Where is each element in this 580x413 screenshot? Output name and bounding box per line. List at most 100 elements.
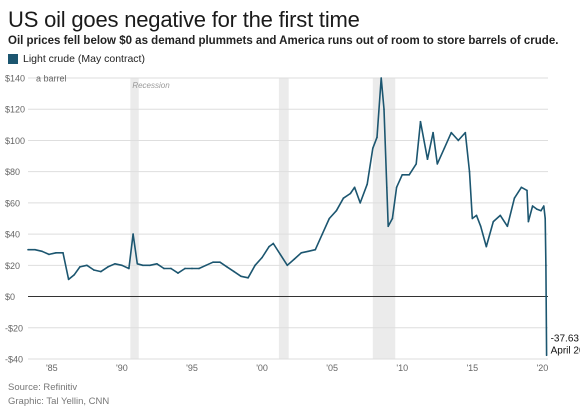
- data-point: [34, 248, 36, 251]
- data-point: [170, 267, 172, 270]
- data-point: [450, 131, 453, 134]
- data-point: [335, 209, 338, 212]
- data-point: [492, 220, 495, 223]
- data-point: [383, 108, 385, 111]
- y-tick-label: $60: [5, 198, 20, 208]
- y-tick-label: $100: [5, 136, 25, 146]
- x-tick-label: '95: [186, 363, 198, 373]
- data-point: [468, 170, 471, 173]
- data-point: [542, 205, 545, 207]
- data-point: [79, 266, 81, 268]
- series-line-light-crude: [28, 77, 548, 356]
- data-point: [184, 267, 186, 270]
- data-point: [321, 233, 324, 235]
- data-point: [464, 131, 467, 134]
- data-point: [395, 186, 398, 189]
- graphic-credit: Graphic: Tal Yellin, CNN: [8, 396, 110, 407]
- data-point: [107, 266, 109, 268]
- data-point: [408, 173, 411, 176]
- x-tick-label: '15: [466, 363, 478, 373]
- recession-band: [278, 78, 289, 359]
- data-point: [475, 214, 478, 217]
- data-point: [471, 217, 474, 220]
- data-point: [41, 250, 43, 253]
- x-tick-label: '90: [116, 363, 128, 373]
- data-point: [376, 136, 378, 139]
- data-point: [149, 264, 151, 267]
- data-point: [254, 264, 256, 267]
- source-text: Source: Refinitiv: [8, 382, 78, 393]
- data-point: [342, 197, 345, 200]
- chart-title: US oil goes negative for the first time: [8, 7, 360, 32]
- data-point: [391, 217, 394, 220]
- recession-band: [372, 78, 396, 359]
- y-unit-label: a barrel: [36, 74, 67, 84]
- data-point: [506, 225, 509, 228]
- data-point: [527, 220, 530, 223]
- data-point: [307, 250, 310, 253]
- data-point: [55, 252, 57, 254]
- y-tick-label: $0: [5, 292, 15, 302]
- data-point: [293, 258, 296, 260]
- data-point: [279, 253, 282, 256]
- data-point: [371, 147, 374, 150]
- chart-subtitle: Oil prices fell below $0 as demand plumm…: [8, 35, 559, 47]
- data-point: [128, 267, 130, 270]
- data-point: [73, 273, 76, 276]
- data-point: [387, 225, 390, 228]
- x-tick-label: '10: [396, 363, 408, 373]
- x-tick-label: '85: [46, 363, 58, 373]
- data-point: [380, 77, 383, 79]
- data-point: [544, 217, 546, 220]
- data-point: [205, 264, 207, 267]
- y-tick-label: $80: [5, 167, 20, 177]
- data-point: [419, 120, 422, 123]
- data-point: [132, 233, 134, 235]
- data-point: [457, 139, 460, 142]
- data-point: [268, 245, 270, 248]
- data-point: [479, 225, 482, 228]
- data-point: [545, 264, 547, 267]
- data-point: [531, 205, 534, 207]
- y-tick-label: -$20: [5, 323, 23, 333]
- y-tick-label: $40: [5, 230, 20, 240]
- y-tick-label: $20: [5, 261, 20, 271]
- data-point: [62, 252, 64, 254]
- data-point: [386, 186, 388, 189]
- data-point: [27, 248, 29, 251]
- data-point: [142, 264, 144, 267]
- data-point: [286, 264, 289, 267]
- y-tick-label: $140: [5, 74, 25, 84]
- data-point: [219, 261, 221, 264]
- annotation-value: -37.63: [551, 333, 580, 344]
- data-point: [191, 267, 193, 270]
- data-point: [432, 131, 434, 134]
- data-point: [535, 208, 538, 210]
- data-point: [198, 267, 200, 270]
- legend: Light crude (May contract): [8, 53, 145, 65]
- data-point: [545, 354, 548, 357]
- recession-band: [130, 78, 139, 359]
- data-point: [540, 209, 542, 212]
- data-point: [436, 163, 439, 165]
- data-point: [114, 262, 116, 265]
- data-point: [499, 214, 502, 217]
- x-tick-label: '00: [256, 363, 268, 373]
- data-point: [314, 248, 317, 251]
- data-point: [247, 277, 249, 279]
- data-point: [261, 256, 263, 259]
- data-point: [136, 262, 139, 265]
- data-point: [415, 163, 418, 165]
- data-point: [526, 189, 528, 192]
- data-point: [359, 202, 361, 204]
- data-point: [426, 158, 429, 160]
- data-point: [353, 186, 356, 189]
- x-tick-label: '05: [326, 363, 338, 373]
- data-point: [48, 253, 50, 256]
- data-point: [93, 269, 95, 271]
- data-point: [233, 270, 235, 273]
- y-tick-label: -$40: [5, 355, 23, 365]
- data-point: [443, 147, 446, 150]
- data-point: [272, 242, 275, 245]
